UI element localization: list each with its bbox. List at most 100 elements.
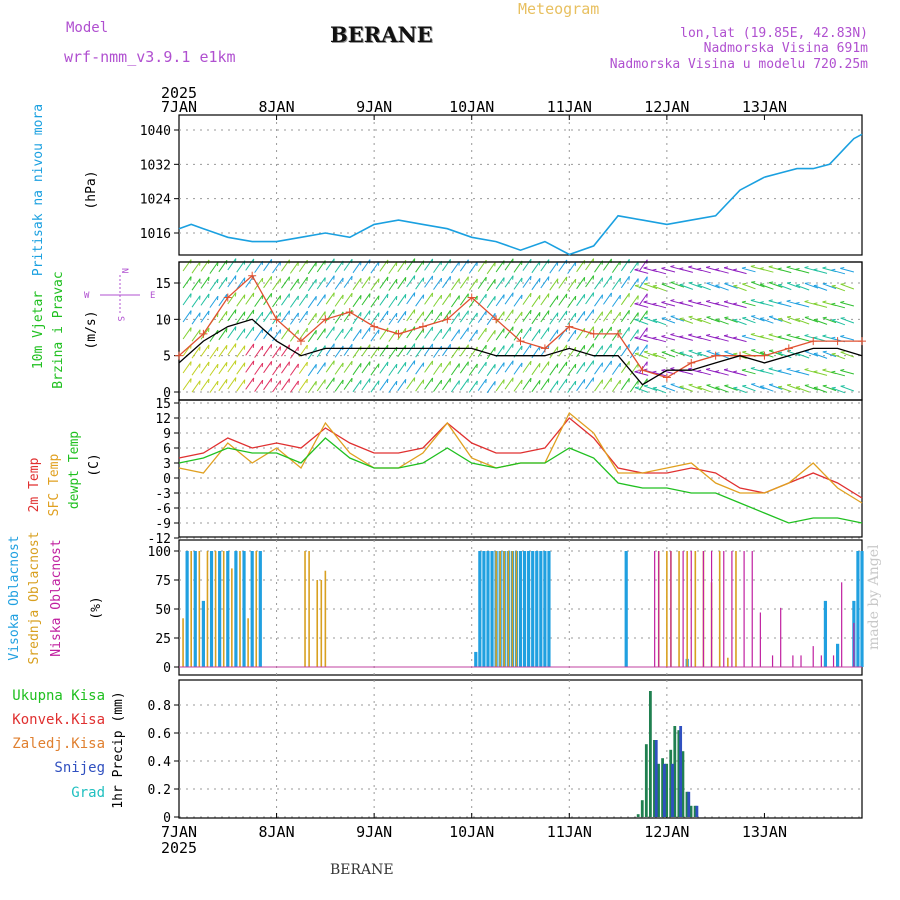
wind-barb xyxy=(263,310,273,323)
wind-barb-head xyxy=(813,352,818,355)
pressure-ytick-label: 1016 xyxy=(140,227,171,242)
wind-barb xyxy=(504,258,514,271)
bottom-xtick-label: 10JAN xyxy=(449,823,494,841)
wind-barb xyxy=(433,311,442,324)
wind-barb xyxy=(567,329,577,342)
wind-barb xyxy=(634,387,649,393)
wind-barb-head xyxy=(840,317,845,319)
wind-barb xyxy=(611,260,621,273)
compass-south: S xyxy=(115,316,125,321)
wind-barb-head xyxy=(769,281,774,284)
wind-barb xyxy=(236,294,246,307)
compass-west: W xyxy=(84,291,90,301)
wind-barb xyxy=(652,285,667,292)
wind-barb xyxy=(634,353,649,359)
wind-barb xyxy=(504,326,514,339)
wind-barb xyxy=(397,362,407,375)
wind-barb xyxy=(307,381,317,394)
temperature-ytick-label: 3 xyxy=(163,457,171,472)
precip-total-bar xyxy=(653,740,656,817)
wind-barb xyxy=(522,275,532,288)
wind-barb-head xyxy=(634,370,639,373)
wind-barb xyxy=(325,292,335,305)
wind-barb-head xyxy=(760,385,765,387)
wind-barb xyxy=(697,352,711,359)
cloud-high-bar xyxy=(209,551,214,667)
wind-barb xyxy=(531,363,541,376)
cloud-high-bar xyxy=(258,551,262,667)
model-elevation-label: Nadmorska Visina u modelu 720.25m xyxy=(609,57,868,72)
wind-barb xyxy=(643,283,658,290)
wind-barb xyxy=(840,317,855,324)
wind-barb-head xyxy=(643,334,648,337)
wind-barb xyxy=(724,283,738,289)
wind-barb xyxy=(661,335,676,341)
wind-barb xyxy=(442,259,451,272)
wind-barb xyxy=(751,383,765,390)
wind-barb-head xyxy=(768,333,773,336)
wind-barb xyxy=(379,310,389,323)
wind-barb xyxy=(822,351,837,358)
wind-barb xyxy=(840,351,855,358)
wind-barb xyxy=(540,276,550,289)
wind-barb xyxy=(415,294,425,307)
wind-barb xyxy=(486,296,496,309)
wind-barb xyxy=(316,294,326,307)
cloud-high-bar xyxy=(490,551,494,667)
wind-barb-head xyxy=(769,349,774,352)
wind-barb xyxy=(289,278,299,291)
wind-barb xyxy=(634,269,649,274)
wind-barb xyxy=(450,363,460,376)
wind-barb-head xyxy=(697,335,702,338)
wind-barb xyxy=(182,361,192,374)
cloud-mid-bar xyxy=(198,551,201,667)
cloud-high-bar xyxy=(522,551,527,667)
bottom-xtick-label: 7JAN xyxy=(161,823,197,841)
cloud-mid-ylabel: Srednja Oblacnost xyxy=(27,531,42,664)
wind-barb xyxy=(450,278,460,291)
bottom-xtick-label: 12JAN xyxy=(644,823,689,841)
wind-barb-head xyxy=(733,284,738,287)
wind-barb xyxy=(643,385,658,392)
wind-barb xyxy=(594,379,603,392)
wind-barb-head xyxy=(679,267,684,270)
wind-barb xyxy=(629,329,639,342)
wind-barb xyxy=(191,295,201,308)
wind-barb xyxy=(540,310,550,323)
wind-barb-head xyxy=(786,315,792,318)
wind-barb-head xyxy=(795,318,801,320)
wind-barb xyxy=(594,311,603,324)
wind-barb xyxy=(343,326,353,339)
cloud-low-bar xyxy=(812,646,814,667)
wind-barb-head xyxy=(795,301,800,304)
wind-barb xyxy=(706,282,720,289)
wind-barb xyxy=(742,317,756,324)
wind-barb-head xyxy=(724,316,729,319)
wind-barb xyxy=(629,278,639,291)
wind-barb xyxy=(495,328,505,341)
cloud-mid-bar xyxy=(678,551,680,667)
wind-barb xyxy=(236,379,246,392)
temp-sfc-ylabel: SFC Temp xyxy=(47,454,62,517)
wind-barb-head xyxy=(741,300,746,303)
wind-barb xyxy=(227,258,237,271)
wind-barb xyxy=(415,277,425,290)
wind-barb xyxy=(486,313,496,326)
wind-barb-head xyxy=(732,268,738,271)
wind-barb xyxy=(751,349,765,356)
wind-barb-head xyxy=(804,316,809,318)
wind-barb xyxy=(706,384,720,391)
wind-barb-head xyxy=(670,299,675,302)
wind-barb xyxy=(504,343,514,356)
precip-panel-frame xyxy=(178,679,863,819)
wind-barb-head xyxy=(822,300,827,303)
wind-barb-head xyxy=(715,284,720,286)
wind-barb xyxy=(795,386,810,393)
wind-barb xyxy=(688,350,702,357)
compass-north: N xyxy=(119,268,129,273)
wind-barb xyxy=(813,387,828,393)
wind-barb-head xyxy=(759,369,764,372)
wind-barb xyxy=(415,328,425,341)
temperature-ytick-label: -6 xyxy=(155,502,171,517)
wind-barb xyxy=(200,378,210,391)
